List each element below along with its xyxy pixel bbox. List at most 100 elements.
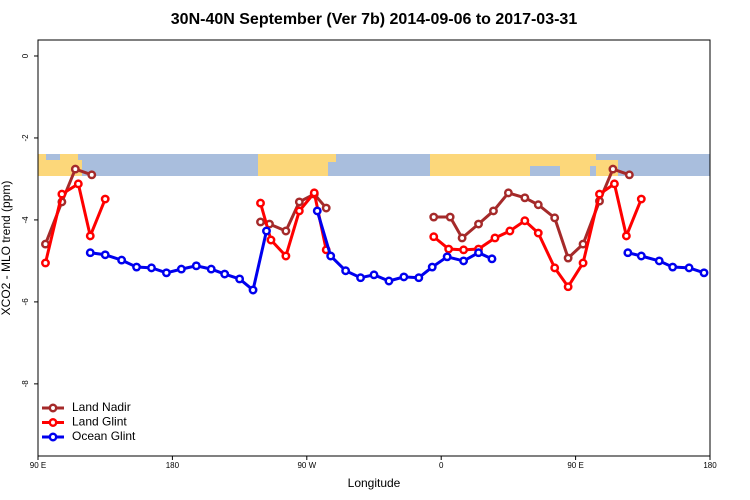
data-point bbox=[699, 268, 709, 278]
data-point bbox=[100, 250, 110, 260]
data-point bbox=[457, 233, 467, 243]
data-point bbox=[578, 258, 588, 268]
data-point bbox=[309, 188, 319, 198]
data-point bbox=[621, 231, 631, 241]
data-point bbox=[459, 256, 469, 266]
data-point bbox=[668, 262, 678, 272]
data-point bbox=[256, 198, 265, 208]
data-point bbox=[85, 248, 95, 258]
data-point bbox=[281, 251, 291, 261]
data-point bbox=[256, 217, 265, 227]
data-point bbox=[624, 170, 634, 180]
data-point bbox=[41, 239, 50, 249]
x-tick-label: 90 E bbox=[567, 461, 583, 470]
data-point bbox=[505, 226, 515, 236]
data-point bbox=[117, 255, 127, 265]
data-point bbox=[563, 253, 573, 263]
series-line bbox=[90, 210, 705, 293]
legend-marker bbox=[48, 418, 58, 427]
data-point bbox=[57, 189, 67, 199]
data-point bbox=[85, 231, 95, 241]
x-tick-label: 180 bbox=[703, 461, 717, 470]
data-point bbox=[161, 268, 171, 278]
data-point bbox=[87, 170, 97, 180]
data-point bbox=[384, 276, 394, 286]
data-point bbox=[326, 251, 336, 261]
data-point bbox=[459, 245, 469, 255]
x-tick-label: 180 bbox=[166, 461, 180, 470]
legend-label: Land Glint bbox=[72, 415, 127, 429]
data-point bbox=[533, 228, 543, 238]
chart-title: 30N-40N September (Ver 7b) 2014-09-06 to… bbox=[171, 11, 578, 28]
data-point bbox=[654, 256, 664, 266]
data-point bbox=[623, 248, 633, 258]
data-point bbox=[550, 213, 560, 223]
y-tick-label: -4 bbox=[21, 216, 30, 224]
y-tick-label: -8 bbox=[21, 380, 30, 388]
data-point bbox=[414, 273, 424, 283]
data-point bbox=[220, 269, 230, 279]
data-point bbox=[191, 261, 201, 271]
legend-marker bbox=[48, 432, 58, 442]
data-point bbox=[444, 244, 454, 254]
y-axis-label: XCO2 - MLO trend (ppm) bbox=[0, 181, 13, 316]
data-point bbox=[70, 164, 80, 174]
data-point bbox=[684, 263, 694, 273]
legend-marker bbox=[48, 403, 58, 413]
data-point bbox=[429, 212, 439, 222]
y-tick-label: -2 bbox=[21, 134, 30, 142]
data-point bbox=[608, 164, 618, 174]
data-point bbox=[503, 188, 513, 198]
data-point bbox=[563, 282, 573, 292]
data-point bbox=[294, 197, 304, 207]
data-point bbox=[369, 270, 379, 280]
data-point bbox=[266, 235, 276, 245]
legend-label: Land Nadir bbox=[72, 400, 131, 414]
data-point bbox=[356, 273, 366, 283]
data-point bbox=[489, 206, 498, 216]
data-point bbox=[281, 226, 291, 236]
data-point bbox=[429, 232, 439, 242]
data-point bbox=[636, 194, 646, 204]
data-point bbox=[442, 252, 452, 262]
data-point bbox=[294, 206, 304, 216]
data-point bbox=[341, 266, 351, 276]
data-point bbox=[474, 248, 483, 258]
series-line bbox=[44, 167, 630, 261]
data-point bbox=[399, 272, 409, 282]
data-point bbox=[206, 264, 216, 274]
data-point bbox=[132, 262, 142, 272]
data-point bbox=[248, 285, 258, 295]
data-point bbox=[235, 274, 245, 284]
data-point bbox=[41, 258, 50, 268]
data-point bbox=[262, 226, 271, 236]
data-point bbox=[73, 179, 83, 189]
data-point bbox=[520, 216, 530, 226]
data-point bbox=[490, 233, 500, 243]
data-point bbox=[609, 179, 619, 189]
data-point bbox=[578, 239, 588, 249]
data-point bbox=[474, 219, 483, 229]
data-point bbox=[595, 189, 604, 199]
data-point bbox=[147, 263, 156, 273]
map-strip bbox=[38, 154, 710, 176]
y-tick-label: -6 bbox=[21, 298, 30, 306]
data-point bbox=[176, 264, 186, 274]
data-point bbox=[100, 194, 110, 204]
x-tick-label: 90 W bbox=[297, 461, 316, 470]
data-point bbox=[445, 212, 455, 222]
x-tick-label: 90 E bbox=[30, 461, 46, 470]
data-point bbox=[533, 200, 543, 210]
data-point bbox=[636, 251, 646, 261]
x-axis-label: Longitude bbox=[348, 476, 401, 490]
data-point bbox=[312, 206, 322, 216]
data-point bbox=[520, 193, 530, 203]
y-tick-label: 0 bbox=[21, 53, 30, 58]
plot-frame bbox=[37, 39, 711, 457]
data-point bbox=[427, 262, 437, 272]
data-point bbox=[321, 203, 331, 213]
legend-label: Ocean Glint bbox=[72, 429, 136, 443]
data-point bbox=[487, 254, 497, 264]
data-point bbox=[550, 263, 560, 273]
